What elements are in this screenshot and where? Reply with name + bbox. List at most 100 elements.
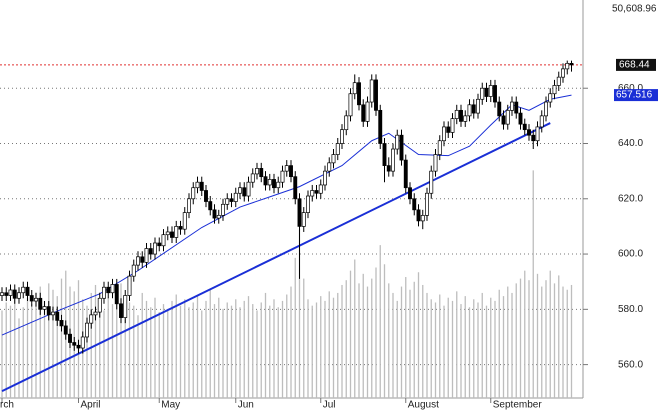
candle-body: [102, 286, 106, 299]
candle-body: [21, 286, 26, 294]
candle-body: [161, 234, 166, 247]
candle-body: [25, 286, 30, 296]
candle-body: [106, 286, 111, 294]
candle-body: [119, 303, 123, 318]
candle-body: [335, 143, 340, 155]
candle-body: [34, 297, 38, 302]
candle-body: [408, 187, 412, 200]
candle-body: [263, 176, 268, 186]
candle-body: [488, 85, 493, 97]
y-tick-label: 660.0: [618, 83, 643, 94]
candle-body: [191, 187, 196, 200]
candle-body: [284, 165, 289, 172]
candle-body: [484, 87, 489, 97]
candle-body: [29, 295, 34, 302]
candle-body: [395, 134, 400, 150]
x-tick-label: Jul: [323, 400, 336, 411]
candle-body: [510, 101, 514, 111]
candle-body: [327, 162, 332, 172]
y-tick-label: 560.0: [618, 359, 643, 370]
candle-body: [425, 192, 429, 216]
candle-body: [527, 129, 531, 136]
candle-body: [250, 173, 255, 183]
candle-body: [386, 165, 391, 172]
candle-body: [170, 231, 174, 238]
candle-body: [374, 79, 378, 111]
candle-body: [454, 109, 459, 119]
candle-body: [561, 68, 565, 78]
x-tick-label: August: [408, 400, 439, 411]
x-tick-label: May: [161, 400, 180, 411]
candle-body: [12, 289, 17, 299]
candle-body: [471, 104, 476, 114]
candle-body: [221, 203, 225, 216]
x-tick-label: Jun: [238, 400, 254, 411]
y-tick-label: 580.0: [618, 304, 643, 315]
candle-body: [501, 115, 506, 125]
ma-box: [614, 89, 658, 102]
candle-body: [17, 292, 21, 299]
candle-body: [391, 148, 395, 172]
candle-body: [212, 209, 217, 219]
candle-body: [378, 109, 383, 144]
candle-body: [293, 176, 298, 200]
candle-body: [4, 292, 9, 296]
candle-body: [403, 159, 408, 189]
candle-body: [522, 123, 527, 131]
candle-body: [306, 195, 310, 213]
candle-body: [531, 134, 536, 142]
candle-body: [174, 226, 179, 238]
candle-body: [505, 109, 510, 125]
candle-body: [480, 87, 485, 100]
candle-body: [157, 242, 162, 247]
candle-body: [38, 297, 43, 310]
candle-body: [280, 170, 285, 183]
candle-body: [255, 168, 259, 175]
candle-body: [514, 101, 519, 114]
candle-body: [552, 85, 557, 95]
candle-body: [51, 311, 55, 316]
candle-body: [59, 320, 64, 327]
candle-body: [140, 256, 145, 263]
y-tick-label: 640.0: [618, 138, 643, 149]
candle-body: [446, 126, 451, 133]
candle-body: [420, 215, 425, 222]
candle-body: [148, 248, 153, 255]
candle-body: [289, 165, 293, 178]
candle-body: [518, 112, 523, 125]
candle-body: [276, 181, 281, 189]
candle-body: [208, 201, 213, 211]
candle-body: [437, 140, 442, 155]
candle-body: [195, 181, 200, 189]
trendline: [1, 122, 551, 393]
ma-label: 657.516: [616, 90, 653, 101]
candle-body: [110, 284, 115, 294]
candle-body: [272, 179, 276, 189]
candle-body: [369, 79, 374, 103]
candle-body: [114, 284, 119, 305]
candle-body: [548, 93, 553, 103]
last-price-label: 668.44: [619, 60, 650, 71]
candle-body: [323, 170, 327, 186]
candle-body: [493, 85, 497, 103]
candle-body: [229, 198, 234, 202]
candle-body: [153, 242, 157, 255]
candle-body: [539, 115, 544, 128]
candle-body: [123, 295, 128, 318]
candle-body: [310, 190, 315, 197]
candle-body: [565, 62, 570, 70]
candle-body: [216, 215, 221, 219]
candle-body: [72, 342, 77, 346]
y-tick-label: 600.0: [618, 249, 643, 260]
last-price-box: [616, 58, 656, 71]
candle-body: [382, 143, 387, 166]
candle-body: [331, 154, 336, 164]
candle-body: [361, 104, 366, 122]
candle-body: [127, 275, 132, 296]
candle-body: [204, 190, 208, 202]
candle-body: [544, 101, 548, 117]
candle-body: [144, 248, 149, 263]
candle-body: [97, 297, 102, 313]
candle-body: [93, 311, 98, 316]
